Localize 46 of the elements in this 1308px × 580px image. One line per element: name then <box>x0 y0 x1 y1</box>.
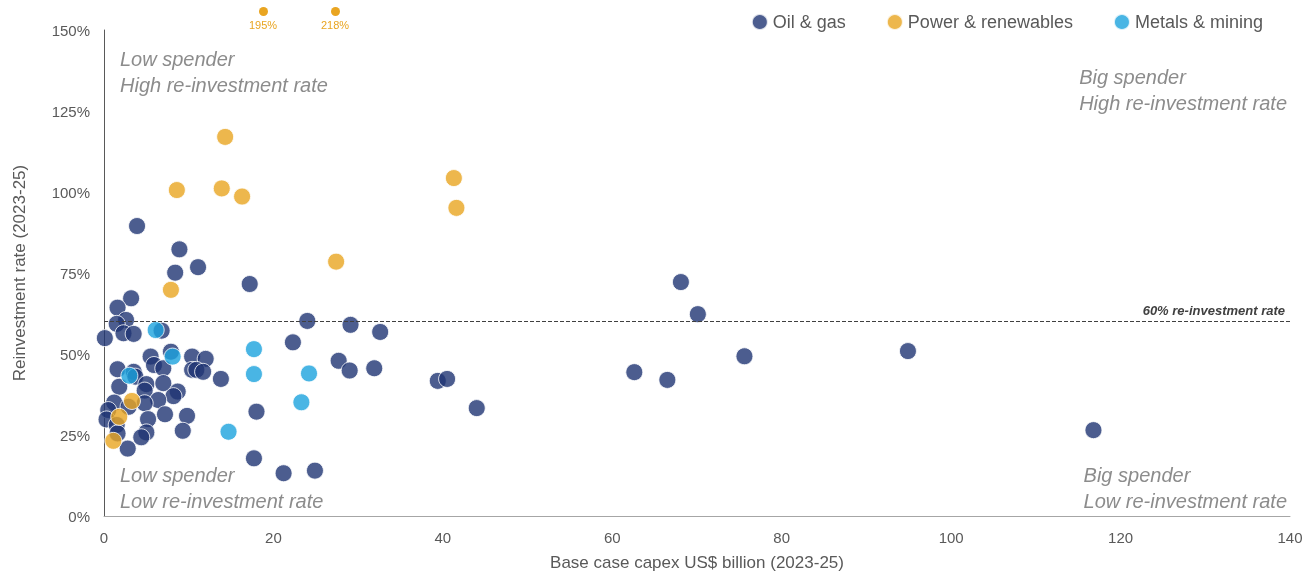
x-tick-label: 40 <box>434 529 452 546</box>
annotation: 218% <box>319 19 351 31</box>
point <box>167 181 186 200</box>
point <box>163 347 182 366</box>
x-axis-title: Base case capex US$ billion (2023-25) <box>550 553 844 572</box>
point <box>122 391 141 410</box>
point <box>447 198 466 217</box>
y-axis-title: Reinvestment rate (2023-25) <box>10 164 29 382</box>
point <box>292 393 311 412</box>
x-tick-label: 80 <box>773 529 791 546</box>
y-tick-label: 0% <box>68 507 90 525</box>
point <box>219 422 238 441</box>
x-tick-label: 140 <box>1277 529 1303 546</box>
point <box>244 365 263 384</box>
y-tick-label: 75% <box>59 264 90 282</box>
annotation: Low spender Low re-investment rate <box>120 464 324 512</box>
x-tick-label: 0 <box>99 529 109 546</box>
point <box>444 169 463 188</box>
legend-label: Oil & gas <box>772 12 846 32</box>
legend-label: Power & renewables <box>907 12 1073 32</box>
point <box>327 252 346 271</box>
annotation: 195% <box>247 19 279 31</box>
ref-line-label: 60% re-investment rate <box>1142 302 1285 318</box>
y-tick-label: 125% <box>51 102 90 120</box>
y-tick-label: 50% <box>59 345 90 363</box>
x-tick-label: 100 <box>938 529 964 546</box>
point <box>212 179 231 198</box>
y-tick-label: 25% <box>59 426 90 444</box>
annotation: Big spender High re-investment rate <box>1079 66 1288 114</box>
x-tick-label: 60 <box>603 529 621 546</box>
annotation: Big spender Low re-investment rate <box>1083 464 1287 512</box>
point <box>233 187 252 206</box>
point <box>120 366 139 385</box>
point <box>104 431 123 450</box>
y-tick-label: 100% <box>51 183 90 201</box>
point <box>146 321 165 340</box>
point <box>110 407 129 426</box>
x-tick-label: 20 <box>265 529 282 546</box>
point <box>216 127 235 146</box>
point <box>161 280 180 299</box>
point <box>244 340 263 359</box>
y-tick-label: 150% <box>51 21 90 39</box>
legend-label: Metals & mining <box>1134 12 1264 32</box>
point <box>300 364 319 383</box>
x-tick-label: 120 <box>1108 529 1134 546</box>
annotation: Low spender High re-investment rate <box>120 48 328 96</box>
